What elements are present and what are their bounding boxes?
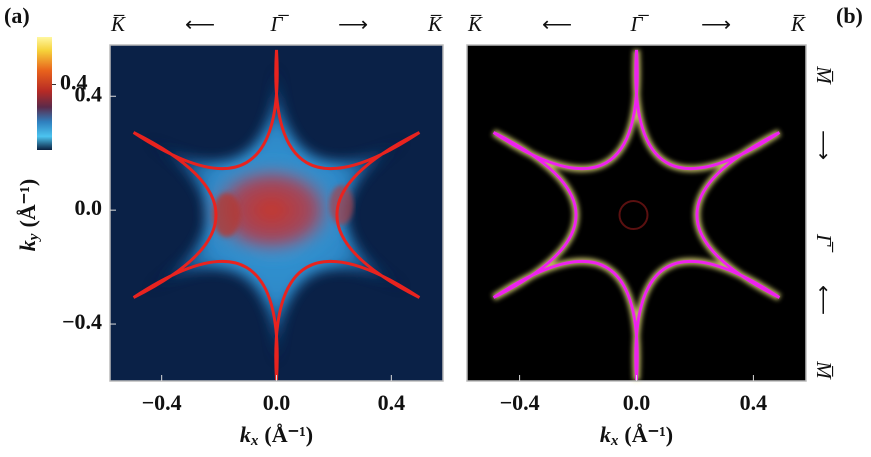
x-label-symbol: k <box>600 422 611 447</box>
figure: −0.40.00.4−0.40.00.4kx(Å⁻¹)ky(Å⁻¹)(a)K̅⟵… <box>0 0 871 457</box>
x-tick-label: 0.4 <box>378 390 406 415</box>
x-tick-label: −0.4 <box>500 390 540 415</box>
top-label: K̅ <box>790 12 806 36</box>
y-axis-label: ky (Å⁻¹) <box>15 179 42 251</box>
right-label: Γ̅ <box>812 233 836 253</box>
top-label: K̅ <box>427 12 443 36</box>
panel-label: (b) <box>836 3 863 28</box>
top-label: ⟵ <box>542 12 572 36</box>
top-label: Γ̅ <box>630 12 650 36</box>
x-label-subscript: x <box>250 433 259 449</box>
x-tick-label: 0.0 <box>623 390 651 415</box>
x-tick-label: 0.4 <box>740 390 768 415</box>
top-label: K̅ <box>110 12 126 36</box>
top-label: Γ̅ <box>270 12 290 36</box>
top-label: K̅ <box>467 12 483 36</box>
colorbar <box>37 37 52 150</box>
x-label-symbol: k <box>240 422 251 447</box>
x-axis-label: kx (Å⁻¹) <box>240 422 313 449</box>
colorbar-tick-label: 0.4 <box>60 70 88 95</box>
top-label: ⟶ <box>701 12 731 36</box>
right-label: ⟵ <box>812 285 836 315</box>
y-label-subscript: y <box>26 233 42 242</box>
right-label: M̅ <box>812 360 836 380</box>
y-tick-label: −0.4 <box>62 309 102 334</box>
right-label: M̅ <box>812 65 836 85</box>
x-label-unit: (Å⁻¹) <box>624 422 673 447</box>
right-label: ⟶ <box>812 130 836 160</box>
top-label: ⟵ <box>185 12 215 36</box>
y-tick-label: 0.0 <box>75 195 103 220</box>
x-label-unit: (Å⁻¹) <box>264 422 313 447</box>
top-label: ⟶ <box>338 12 368 36</box>
x-tick-label: −0.4 <box>142 390 182 415</box>
x-tick-label: 0.0 <box>263 390 291 415</box>
x-label-subscript: x <box>610 433 619 449</box>
x-axis-label: kx (Å⁻¹) <box>600 422 673 449</box>
intensity-spot <box>330 185 354 225</box>
y-label-unit: (Å⁻¹) <box>15 179 40 228</box>
y-label-symbol: k <box>15 240 40 251</box>
panel-label: (a) <box>4 3 30 28</box>
